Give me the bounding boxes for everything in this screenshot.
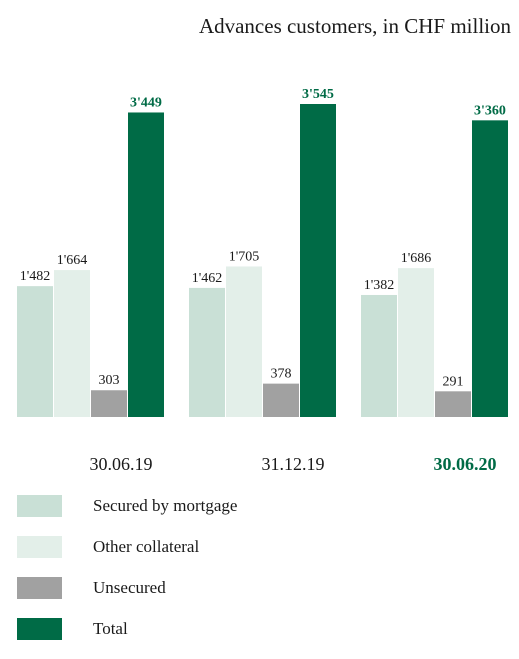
- legend-swatch-secured-by-mortgage: [17, 495, 62, 517]
- data-label-secured-by-mortgage-30-06-20: 1'382: [364, 278, 395, 293]
- bar-total-31-12-19: [300, 104, 336, 417]
- data-label-total-30-06-19: 3'449: [130, 95, 162, 110]
- data-label-other-collateral-30-06-20: 1'686: [401, 251, 432, 266]
- legend-label-unsecured: Unsecured: [93, 578, 166, 597]
- bar-unsecured-30-06-19: [91, 390, 127, 417]
- bar-unsecured-30-06-20: [435, 391, 471, 417]
- data-label-secured-by-mortgage-31-12-19: 1'462: [192, 271, 223, 286]
- data-label-total-30-06-20: 3'360: [474, 103, 506, 118]
- x-tick-label-31-12-19: 31.12.19: [262, 454, 325, 474]
- bar-unsecured-31-12-19: [263, 383, 299, 417]
- chart-title: Advances customers, in CHF million: [198, 14, 511, 38]
- data-label-other-collateral-31-12-19: 1'705: [229, 249, 260, 264]
- legend-swatch-other-collateral: [17, 536, 62, 558]
- bar-other-collateral-31-12-19: [226, 266, 262, 417]
- bar-chart: 1'482 1'664 303 3'449 30.06.19 1'462 1'705 378 3…: [17, 87, 508, 474]
- bar-total-30-06-19: [128, 112, 164, 417]
- bar-total-30-06-20: [472, 120, 508, 417]
- bar-secured-by-mortgage-30-06-20: [361, 294, 397, 417]
- legend-swatch-unsecured: [17, 577, 62, 599]
- legend-label-secured-by-mortgage: Secured by mortgage: [93, 496, 238, 515]
- legend-label-total: Total: [93, 619, 128, 638]
- data-label-unsecured-31-12-19: 378: [271, 367, 292, 382]
- bar-other-collateral-30-06-19: [54, 270, 90, 417]
- legend-swatch-total: [17, 618, 62, 640]
- bar-secured-by-mortgage-31-12-19: [189, 287, 225, 417]
- x-tick-label-30-06-19: 30.06.19: [90, 454, 153, 474]
- data-label-unsecured-30-06-19: 303: [99, 373, 120, 388]
- x-tick-label-30-06-20: 30.06.20: [434, 454, 497, 474]
- data-label-total-31-12-19: 3'545: [302, 87, 334, 102]
- data-label-secured-by-mortgage-30-06-19: 1'482: [20, 269, 51, 284]
- data-label-other-collateral-30-06-19: 1'664: [57, 253, 88, 268]
- bar-secured-by-mortgage-30-06-19: [17, 286, 53, 417]
- data-label-unsecured-30-06-20: 291: [443, 374, 464, 389]
- legend-label-other-collateral: Other collateral: [93, 537, 200, 556]
- bar-other-collateral-30-06-20: [398, 268, 434, 417]
